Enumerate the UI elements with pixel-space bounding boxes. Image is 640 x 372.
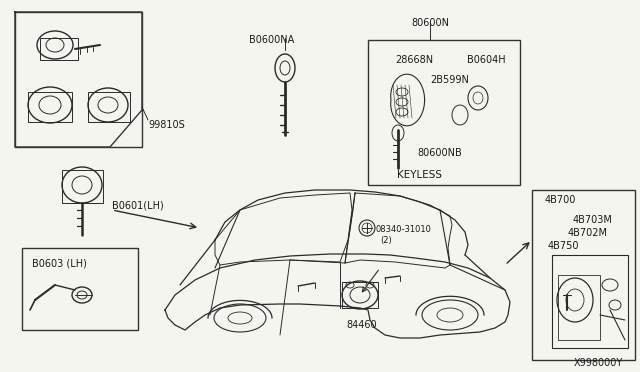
Bar — [22, 248, 138, 330]
Text: B0601(LH): B0601(LH) — [112, 200, 164, 210]
Text: B0604H: B0604H — [467, 55, 506, 65]
Text: 4B702M: 4B702M — [568, 228, 608, 238]
Bar — [532, 190, 635, 360]
Text: 80600N: 80600N — [411, 18, 449, 28]
Bar — [342, 282, 378, 308]
Text: B0603 (LH): B0603 (LH) — [32, 258, 87, 268]
Text: 28668N: 28668N — [395, 55, 433, 65]
Text: 84460: 84460 — [347, 320, 378, 330]
Text: 4B750: 4B750 — [548, 241, 579, 251]
Text: 4B703M: 4B703M — [573, 215, 613, 225]
Bar — [88, 92, 130, 122]
Text: 80600NB: 80600NB — [417, 148, 461, 158]
Text: (2): (2) — [380, 236, 392, 245]
Bar — [368, 40, 520, 185]
Text: B0600NA: B0600NA — [250, 35, 294, 45]
Bar — [558, 275, 600, 340]
Text: KEYLESS: KEYLESS — [397, 170, 442, 180]
Text: 4B700: 4B700 — [545, 195, 577, 205]
Bar — [552, 255, 628, 348]
Text: 08340-31010: 08340-31010 — [375, 225, 431, 234]
Bar — [40, 38, 78, 60]
Bar — [62, 170, 103, 203]
Bar — [28, 92, 72, 122]
Text: X998000Y: X998000Y — [573, 358, 623, 368]
Text: 99810S: 99810S — [148, 120, 185, 130]
Bar — [15, 12, 142, 147]
Text: 2B599N: 2B599N — [430, 75, 469, 85]
